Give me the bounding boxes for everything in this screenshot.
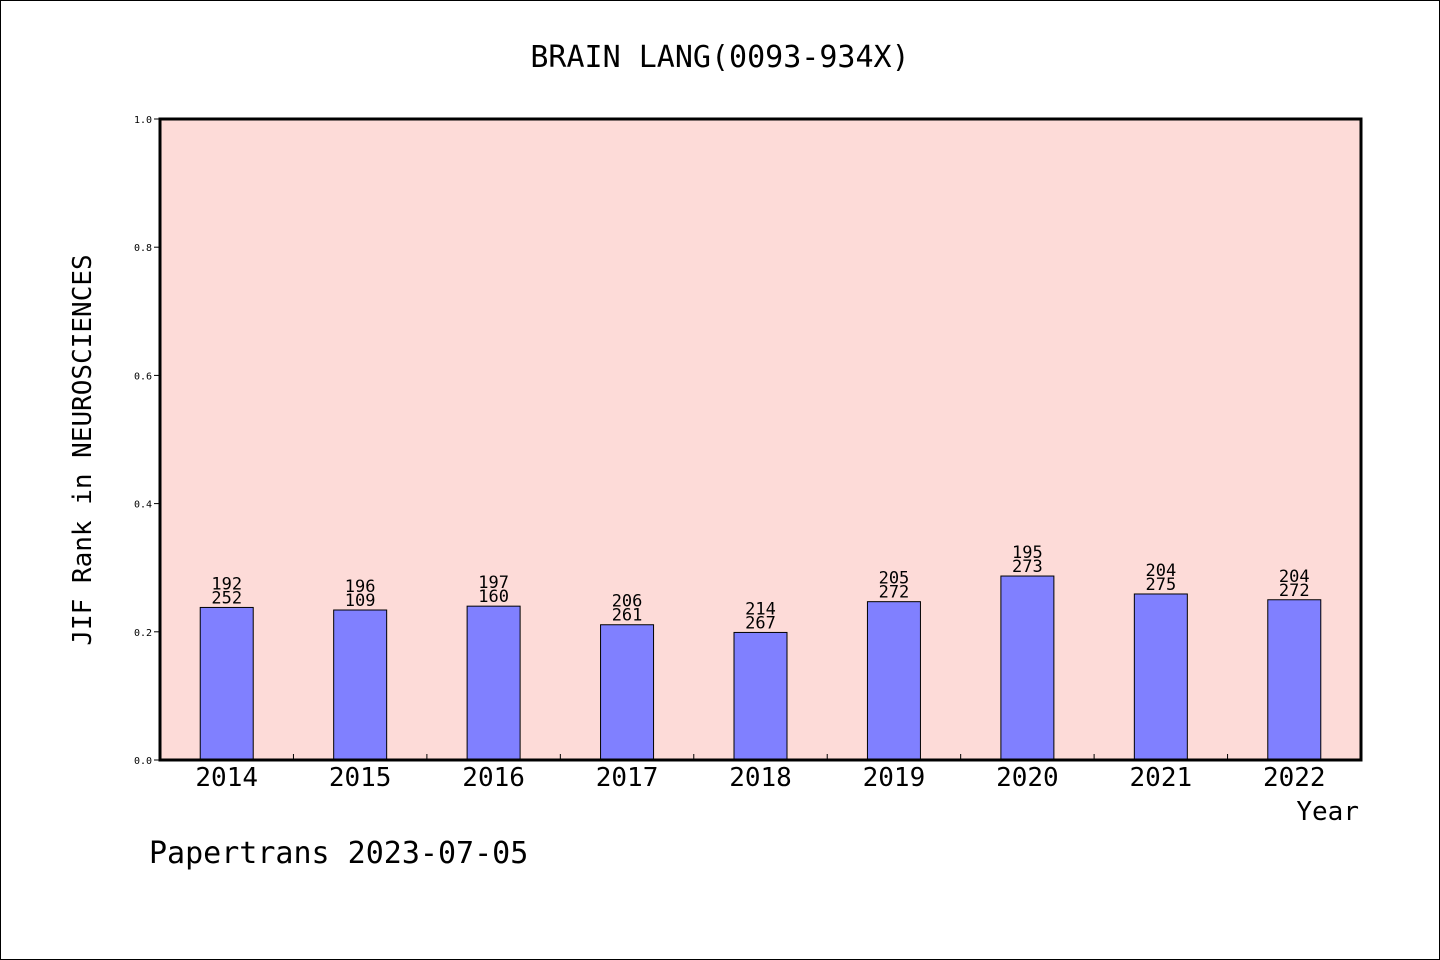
bar-label-bottom: 272	[879, 583, 910, 603]
x-tick-label: 2018	[729, 763, 792, 793]
y-tick-label: 1.0	[134, 115, 152, 126]
bar-label-top: 195	[1012, 543, 1043, 563]
x-tick-label: 2019	[863, 763, 926, 793]
y-tick-label: 0.0	[134, 756, 152, 767]
x-tick-label: 2021	[1130, 763, 1193, 793]
chart-title: BRAIN LANG(0093-934X)	[530, 40, 909, 75]
bar-label-top: 205	[879, 569, 910, 589]
bar	[733, 631, 788, 761]
bar	[466, 605, 521, 761]
y-axis-label: JIF Rank in NEUROSCIENCES	[68, 254, 98, 645]
y-axis: 0.0 0.2 0.4 0.6 0.8 1.0	[134, 115, 160, 767]
bar-label-bottom: 272	[1279, 581, 1310, 601]
x-tick-label: 2020	[996, 763, 1059, 793]
bar-label-bottom: 160	[478, 587, 509, 607]
bar	[1267, 599, 1322, 761]
bar-label-bottom: 275	[1145, 575, 1176, 595]
x-tick-label: 2017	[596, 763, 659, 793]
bar-label-bottom: 267	[745, 613, 776, 633]
bar-label-top: 204	[1279, 567, 1310, 587]
bar-label-top: 192	[211, 574, 242, 594]
plot-border	[158, 117, 1363, 762]
x-axis: 2014 2015 2016 2017 2018 2019 2020 2021 2022	[195, 754, 1326, 793]
y-tick-label: 0.2	[134, 628, 152, 639]
bar-label-bottom: 109	[345, 591, 376, 611]
x-tick-label: 2015	[329, 763, 392, 793]
bar	[199, 606, 254, 761]
bar	[866, 601, 921, 761]
bar-label-top: 206	[612, 592, 643, 612]
bar-label-bottom: 261	[612, 606, 643, 626]
bar-label-bottom: 273	[1012, 557, 1043, 577]
bar-label-top: 214	[745, 599, 776, 619]
bar-label-bottom: 252	[211, 588, 242, 608]
y-tick-label: 0.6	[134, 371, 152, 382]
bar	[600, 624, 655, 761]
x-axis-label: Year	[1296, 797, 1359, 827]
y-tick-label: 0.4	[134, 500, 152, 511]
bar	[1133, 593, 1188, 761]
bar	[1000, 575, 1055, 761]
x-tick-label: 2014	[195, 763, 258, 793]
bar-label-top: 204	[1145, 561, 1176, 581]
bar-label-top: 196	[345, 577, 376, 597]
x-tick-label: 2016	[462, 763, 525, 793]
y-tick-label: 0.8	[134, 243, 152, 254]
bar-label-top: 197	[478, 573, 509, 593]
footer-text: Papertrans 2023-07-05	[149, 836, 528, 871]
x-tick-label: 2022	[1263, 763, 1326, 793]
bar	[333, 609, 388, 761]
